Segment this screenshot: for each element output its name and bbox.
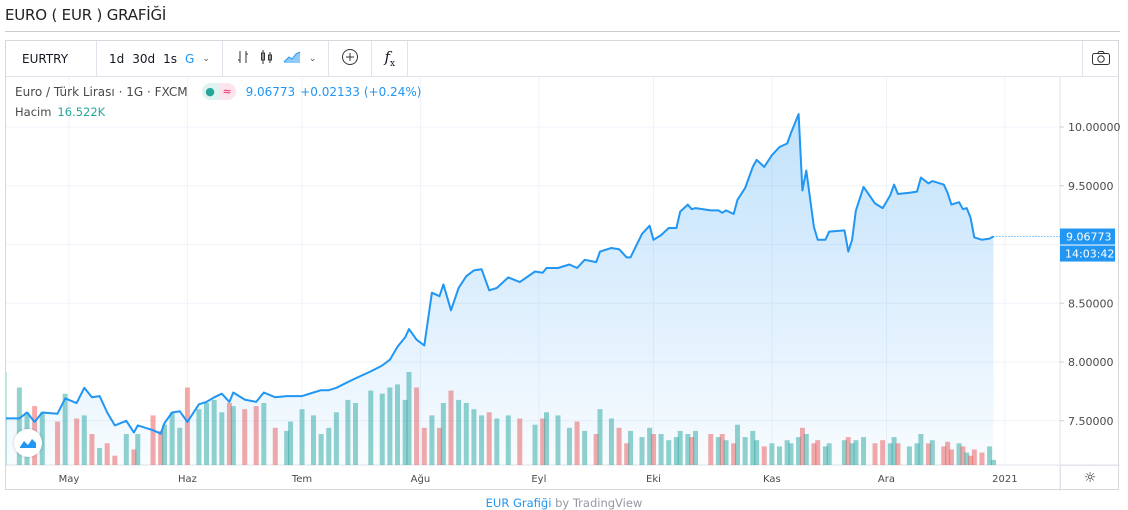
price-line [6, 113, 994, 435]
title-divider [5, 31, 1120, 32]
market-status[interactable]: ● ≈ [201, 83, 236, 100]
last-price-label: 9.06773 [1066, 231, 1112, 244]
countdown-label: 14:03:42 [1065, 248, 1114, 261]
chevron-down-icon[interactable]: ⌄ [202, 53, 210, 64]
chart-link[interactable]: EUR Grafiği [485, 496, 552, 510]
indicators-button[interactable]: fx [372, 41, 409, 76]
interval-1s-button[interactable]: 1s [163, 51, 178, 66]
chart-toolbar: EURTRY 1d 30d 1s G ⌄ ⌄ fx [6, 41, 1118, 77]
gear-icon: ☼ [1083, 469, 1097, 486]
x-tick-label: Ara [878, 474, 895, 485]
legend-price: 9.06773 [245, 84, 296, 99]
x-tick-label: Kas [763, 474, 781, 485]
symbol-label: EURTRY [22, 51, 69, 66]
settings-button[interactable]: ☼ [1060, 465, 1119, 489]
candles-icon[interactable] [259, 49, 275, 68]
x-tick-label: Tem [291, 474, 312, 485]
chart-type-group: ⌄ [223, 41, 330, 76]
price-area-fill [6, 114, 994, 465]
x-tick-label: May [59, 474, 80, 485]
indicators-fx-icon: fx [384, 48, 396, 69]
page-title: EURO ( EUR ) GRAFİĞİ [5, 6, 167, 24]
volume-label: Hacim [15, 105, 52, 119]
y-tick-label: 9.50000 [1068, 180, 1114, 193]
market-open-dot-icon: ● [201, 83, 219, 100]
bars-icon[interactable] [235, 49, 251, 68]
countdown-badge [1060, 245, 1115, 262]
volume-legend: Hacim 16.522K [15, 105, 105, 119]
camera-icon [1091, 50, 1111, 69]
area-chart-icon[interactable] [283, 50, 301, 67]
legend-change: +0.02133 [300, 84, 360, 99]
interval-30d-button[interactable]: 30d [132, 51, 156, 66]
compare-plus-icon [341, 48, 359, 69]
interval-1d-button[interactable]: 1d [109, 51, 125, 66]
chart-legend: Euro / Türk Lirası · 1G · FXCM ● ≈ 9.067… [15, 83, 421, 100]
tradingview-logo-icon[interactable] [14, 429, 42, 457]
x-tick-label: Haz [178, 474, 197, 485]
volume-value: 16.522K [57, 105, 106, 119]
compare-button[interactable] [329, 41, 373, 76]
series-name: Euro / Türk Lirası · 1G · FXCM [15, 84, 188, 99]
snapshot-button[interactable] [1082, 41, 1118, 77]
x-tick-label: Eki [646, 474, 661, 485]
price-chart[interactable]: 7.50000 8.00000 8.50000 9.50000 10.00000 May H… [6, 77, 1120, 491]
interval-g-button[interactable]: G [185, 51, 195, 66]
x-tick-label: 2021 [992, 474, 1017, 485]
y-tick-label: 10.00000 [1068, 121, 1120, 134]
attribution: EUR Grafiği by TradingView [0, 496, 1128, 510]
x-tick-label: Eyl [531, 474, 546, 485]
symbol-search-button[interactable]: EURTRY [6, 41, 97, 76]
y-tick-label: 7.50000 [1068, 415, 1114, 428]
legend-change-pct: (+0.24%) [363, 84, 422, 99]
chart-widget: EURTRY 1d 30d 1s G ⌄ ⌄ fx 7.50000 8.00000… [5, 40, 1120, 491]
volume-bar [990, 459, 996, 465]
x-tick-label: Ağu [411, 473, 431, 485]
chevron-down-icon[interactable]: ⌄ [308, 53, 317, 64]
last-price-badge [1060, 228, 1115, 245]
y-tick-label: 8.50000 [1068, 297, 1114, 310]
delayed-data-icon: ≈ [218, 83, 236, 100]
interval-group: 1d 30d 1s G ⌄ [97, 41, 223, 76]
y-tick-label: 8.00000 [1068, 356, 1114, 369]
attribution-by: by TradingView [555, 496, 643, 510]
